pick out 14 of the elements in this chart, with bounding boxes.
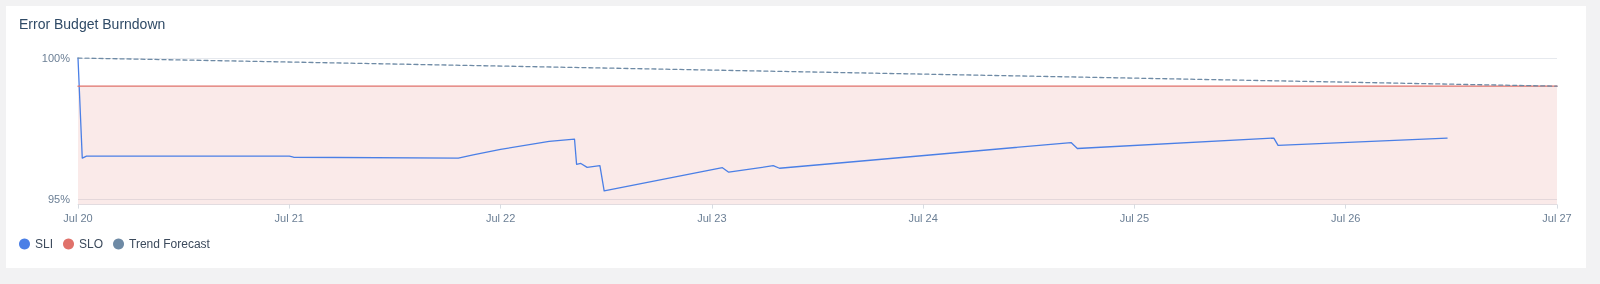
chart-title: Error Budget Burndown <box>19 16 166 32</box>
x-tick-label: Jul 24 <box>908 212 938 225</box>
y-tick-label: 95% <box>47 192 71 205</box>
legend-label: Trend Forecast <box>129 237 211 251</box>
x-tick-label: Jul 21 <box>274 212 304 225</box>
y-tick-label: 100% <box>41 52 71 64</box>
legend-label: SLI <box>35 237 54 251</box>
x-tick-label: Jul 22 <box>485 212 516 225</box>
x-tick-label: Jul 25 <box>1119 212 1150 225</box>
x-tick-label: Jul 20 <box>63 212 93 225</box>
legend-label: SLO <box>79 237 104 251</box>
x-tick-label: Jul 23 <box>697 212 727 225</box>
x-tick-label: Jul 26 <box>1331 212 1361 225</box>
x-tick-label: Jul 27 <box>1542 212 1572 225</box>
